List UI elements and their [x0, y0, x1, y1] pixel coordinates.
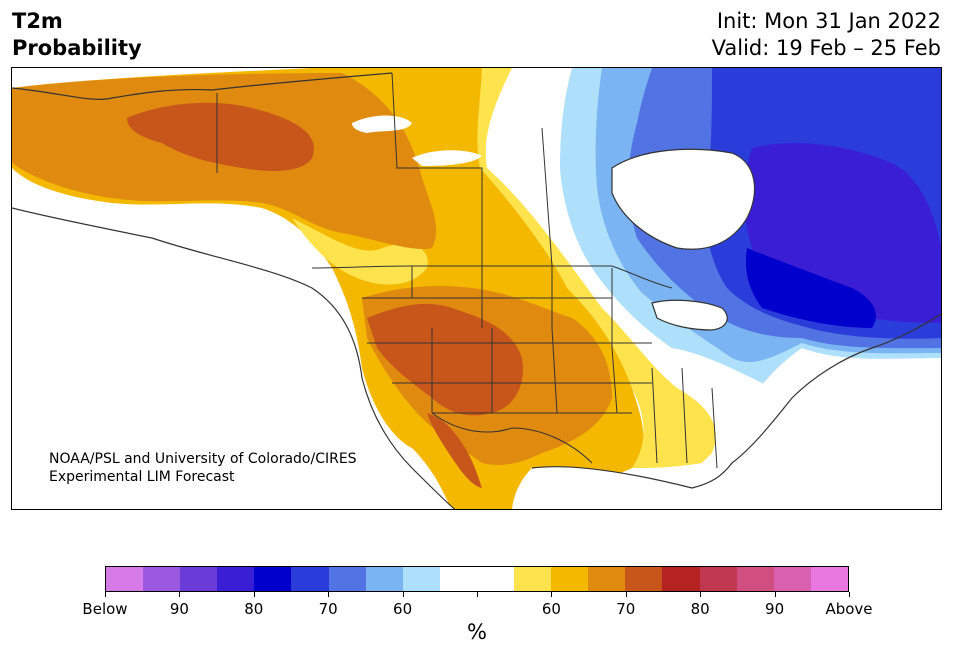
- colorbar-tick: [700, 592, 702, 597]
- ice-patch-2: [412, 150, 482, 166]
- colorbar-tick-label: Above: [825, 600, 873, 618]
- colorbar-cell: [810, 567, 848, 591]
- title-line-1: T2m: [12, 9, 63, 33]
- colorbar-ticks: [105, 592, 850, 598]
- credit-text: NOAA/PSL and University of Colorado/CIRE…: [49, 450, 357, 486]
- valid-period: Valid: 19 Feb – 25 Feb: [711, 36, 941, 60]
- colorbar-tick-label: 70: [616, 600, 636, 618]
- colorbar-tick-label: 80: [244, 600, 264, 618]
- credit-line-2: Experimental LIM Forecast: [49, 469, 235, 485]
- colorbar-tick-label: 80: [690, 600, 710, 618]
- colorbar-tick: [625, 592, 627, 597]
- darkorange-southwest: [367, 303, 523, 416]
- lower-states-white: [672, 348, 795, 473]
- colorbar-cell: [217, 567, 255, 591]
- colorbar-cell: [773, 567, 811, 591]
- colorbar-tick: [105, 592, 106, 597]
- colorbar-tick: [328, 592, 330, 597]
- coastlines: [12, 72, 941, 509]
- colorbar-cell: [328, 567, 366, 591]
- forecast-dates: Init: Mon 31 Jan 2022 Valid: 19 Feb – 25…: [712, 8, 941, 62]
- colorbar-cell: [551, 567, 589, 591]
- yellow-east-band: [477, 68, 716, 468]
- colorbar-cell: [476, 567, 515, 591]
- colorbar-tick-label: 70: [318, 600, 338, 618]
- darkorange-alaska: [127, 102, 314, 171]
- probability-map: [11, 67, 942, 510]
- colorbar-cell: [514, 567, 552, 591]
- hudson-bay-water: [612, 149, 755, 250]
- colorbar-tick-label: Below: [82, 600, 128, 618]
- navy-core: [745, 248, 876, 328]
- map-title: T2m Probability: [12, 8, 142, 62]
- map-canvas: [12, 68, 941, 509]
- colorbar-tick-label: 60: [541, 600, 561, 618]
- colorbar-cell: [106, 567, 144, 591]
- colorbar-cell: [699, 567, 737, 591]
- colorbar-tick: [179, 592, 181, 597]
- title-line-2: Probability: [12, 36, 142, 60]
- colorbar-unit: %: [467, 620, 487, 644]
- colorbar-tick: [774, 592, 776, 597]
- yellow-coast-band: [292, 218, 428, 285]
- colorbar-tick: [253, 592, 255, 597]
- colorbar-cell: [254, 567, 292, 591]
- colorbar-cell: [365, 567, 403, 591]
- colorbar-tick: [849, 592, 850, 597]
- colorbar-cell: [736, 567, 774, 591]
- colorbar-tick: [402, 592, 404, 597]
- colorbar-cell: [625, 567, 663, 591]
- colorbar-cell: [180, 567, 218, 591]
- colorbar-tick-label: 90: [169, 600, 189, 618]
- colorbar-cell: [588, 567, 626, 591]
- colorbar-tick: [477, 592, 478, 597]
- great-lakes-water: [652, 300, 728, 330]
- colorbar-cell: [402, 567, 440, 591]
- colorbar-tick-label: 90: [765, 600, 785, 618]
- ice-patch-1: [352, 115, 412, 133]
- colorbar-cell: [291, 567, 329, 591]
- darkorange-baja: [427, 413, 482, 488]
- probability-colorbar: [105, 566, 849, 592]
- gulf-water: [512, 466, 941, 509]
- colorbar-cell: [662, 567, 700, 591]
- hudson-blue: [792, 87, 892, 139]
- country-borders: [216, 72, 718, 469]
- colorbar-tick: [551, 592, 553, 597]
- credit-line-1: NOAA/PSL and University of Colorado/CIRE…: [49, 451, 357, 467]
- colorbar-cell: [143, 567, 181, 591]
- colorbar-tick-label: 60: [393, 600, 413, 618]
- init-date: Init: Mon 31 Jan 2022: [716, 9, 941, 33]
- colorbar-cell: [439, 567, 477, 591]
- pacific-water: [12, 208, 455, 509]
